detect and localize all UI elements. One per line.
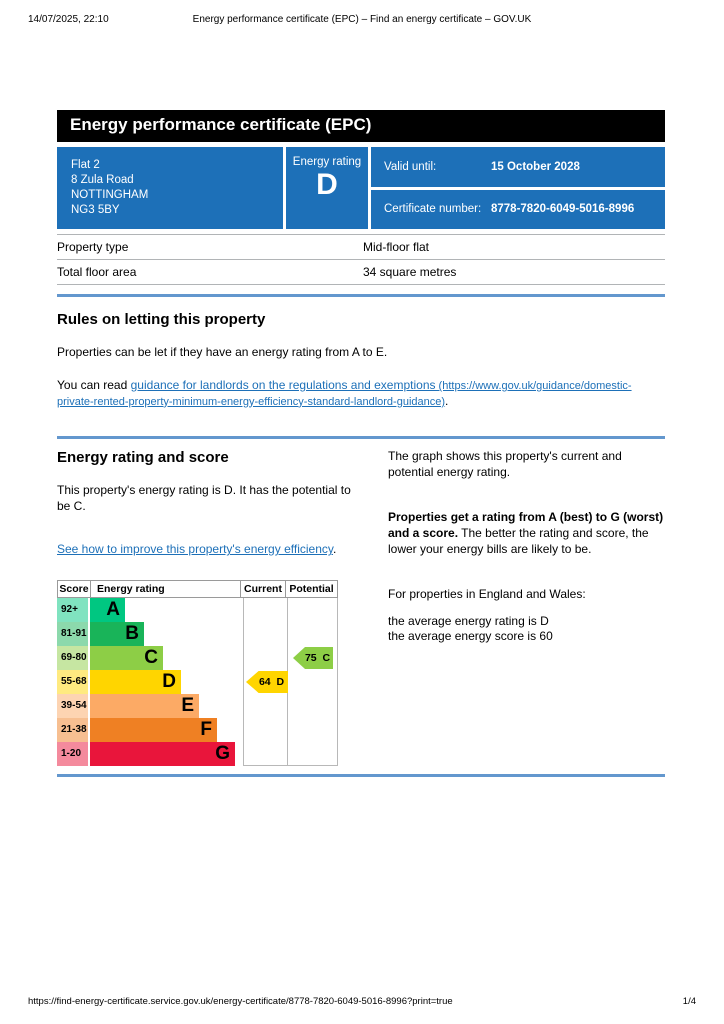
epc-band-row-f: 21-38 F: [57, 717, 338, 742]
energy-rating-label: Energy rating: [292, 155, 362, 168]
current-rating-arrow: 64 D: [246, 670, 288, 693]
table-row: Total floor area 34 square metres: [57, 259, 665, 286]
rules-heading: Rules on letting this property: [57, 311, 266, 329]
potential-rating-arrow: 75 C: [293, 646, 333, 669]
address-line: Flat 2: [71, 158, 100, 171]
section-divider: [57, 436, 665, 440]
epc-band-row-e: 39-54 E: [57, 693, 338, 718]
epc-chart-header: Score Energy rating Current Potential: [57, 579, 338, 598]
fact-label: Total floor area: [57, 265, 137, 280]
epc-score-range: 69-80: [57, 645, 88, 670]
property-address: Flat 2 8 Zula Road NOTTINGHAM NG3 5BY: [57, 146, 283, 230]
chart-header-rating: Energy rating: [97, 582, 165, 595]
chart-bottom-line: [243, 764, 338, 766]
energy-rating-value: D: [316, 167, 338, 201]
address-line: NOTTINGHAM: [71, 189, 149, 202]
certificate-meta: Valid until: 15 October 2028 Certificate…: [371, 146, 665, 230]
print-page-number: 1/4: [682, 996, 696, 1007]
epc-band-bar-e: E: [90, 693, 199, 718]
epc-band-bar-d: D: [90, 669, 181, 694]
rules-paragraph: Properties can be let if they have an en…: [57, 345, 388, 360]
epc-chart-body: 92+ A 81-91 B 69-80 C 55-68 D 39-54 E 21-38 F 1-20 G …: [57, 597, 338, 766]
chart-header-potential: Potential: [285, 580, 337, 597]
improve-link-suffix: .: [332, 542, 337, 557]
average-score-line: the average energy score is 60: [388, 629, 553, 644]
epc-band-row-a: 92+ A: [57, 597, 338, 622]
improve-efficiency-link[interactable]: See how to improve this property's energ…: [57, 542, 333, 557]
page-title: Energy performance certificate (EPC): [57, 110, 665, 142]
print-datetime: 14/07/2025, 22:10: [28, 14, 109, 25]
property-facts-table: Property type Mid-floor flat Total floor…: [57, 234, 665, 286]
print-page-title: Energy performance certificate (EPC) – F…: [192, 14, 532, 25]
rating-section-left: Energy rating and score This property's …: [57, 449, 362, 766]
epc-band-bar-g: G: [90, 741, 235, 766]
address-line: NG3 5BY: [71, 204, 120, 217]
address-line: 8 Zula Road: [71, 173, 134, 186]
epc-score-range: 55-68: [57, 669, 88, 694]
rules-paragraph: You can read guidance for landlords on t…: [57, 378, 665, 409]
browser-print-footer: https://find-energy-certificate.service.…: [28, 996, 696, 1007]
valid-until-row: Valid until: 15 October 2028: [371, 146, 665, 187]
epc-band-row-d: 55-68 D: [57, 669, 338, 694]
print-url: https://find-energy-certificate.service.…: [28, 996, 453, 1007]
epc-band-bar-f: F: [90, 717, 217, 742]
fact-value: Mid-floor flat: [363, 240, 430, 255]
fact-value: 34 square metres: [363, 265, 457, 280]
fact-label: Property type: [57, 240, 129, 255]
chart-column-line: [243, 597, 244, 766]
rating-section-right: The graph shows this property's current …: [388, 449, 665, 766]
table-row: Property type Mid-floor flat: [57, 234, 665, 259]
chart-column-line: [337, 597, 338, 766]
chart-header-current: Current: [240, 580, 285, 597]
epc-score-range: 92+: [57, 597, 88, 622]
rating-heading: Energy rating and score: [57, 449, 229, 467]
rating-scale-bold: Properties get a rating from A (best) to…: [388, 510, 664, 540]
epc-score-range: 1-20: [57, 741, 88, 766]
england-wales-paragraph: For properties in England and Wales:: [388, 587, 586, 602]
browser-print-header: 14/07/2025, 22:10 Energy performance cer…: [28, 14, 696, 25]
energy-rating-box: Energy rating D: [286, 146, 368, 230]
valid-until-label: Valid until:: [384, 160, 437, 173]
improve-paragraph: See how to improve this property's energ…: [57, 542, 362, 558]
epc-rating-chart: Score Energy rating Current Potential 92…: [57, 579, 338, 766]
epc-band-bar-b: B: [90, 621, 144, 646]
rules-link-suffix: .: [445, 393, 449, 408]
average-rating-line: the average energy rating is D: [388, 613, 549, 628]
certificate-number-row: Certificate number: 8778-7820-6049-5016-…: [371, 189, 665, 230]
section-divider: [57, 294, 665, 298]
epc-band-bar-c: C: [90, 645, 163, 670]
epc-score-range: 81-91: [57, 621, 88, 646]
rating-scale-paragraph: Properties get a rating from A (best) to…: [388, 510, 665, 557]
averages-list: the average energy rating is D the avera…: [388, 614, 665, 645]
epc-band-row-c: 69-80 C: [57, 645, 338, 670]
landlord-guidance-link-url: (https://www.gov.uk/guidance/domestic-pr…: [57, 379, 632, 408]
certificate-number-label: Certificate number:: [384, 203, 482, 216]
certificate-page: Energy performance certificate (EPC) Fla…: [57, 110, 665, 777]
epc-score-range: 39-54: [57, 693, 88, 718]
section-divider: [57, 773, 665, 777]
certificate-number-value: 8778-7820-6049-5016-8996: [491, 203, 635, 216]
graph-explain-paragraph: The graph shows this property's current …: [388, 449, 622, 479]
landlord-guidance-link[interactable]: guidance for landlords on the regulation…: [57, 378, 632, 408]
rating-summary-paragraph: This property's energy rating is D. It h…: [57, 483, 351, 513]
rules-section: Rules on letting this property Propertie…: [57, 311, 665, 409]
valid-until-value: 15 October 2028: [491, 160, 580, 173]
epc-band-row-g: 1-20 G: [57, 741, 338, 766]
epc-band-row-b: 81-91 B: [57, 621, 338, 646]
rules-link-prefix: You can read: [57, 377, 131, 392]
chart-header-score: Score: [58, 580, 91, 597]
landlord-guidance-link-text: guidance for landlords on the regulation…: [130, 377, 436, 392]
rating-scale-rest: The better the rating and score, the low…: [388, 525, 649, 556]
rating-section: Energy rating and score This property's …: [57, 449, 665, 766]
certificate-summary: Flat 2 8 Zula Road NOTTINGHAM NG3 5BY En…: [57, 146, 665, 230]
epc-score-range: 21-38: [57, 717, 88, 742]
epc-band-bar-a: A: [90, 597, 125, 622]
